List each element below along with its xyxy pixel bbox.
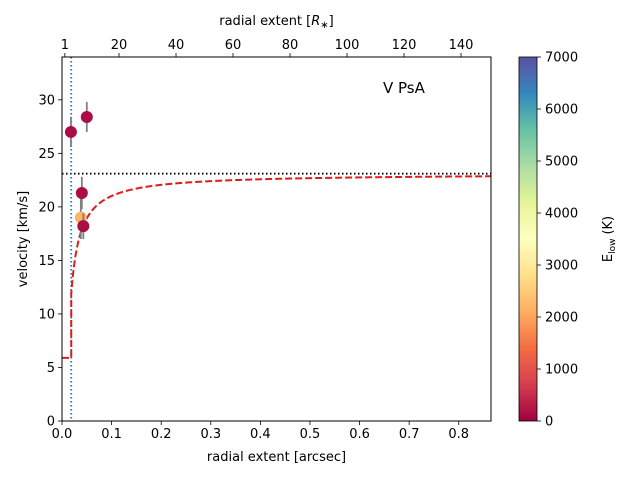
top-tick-label: 100 [335, 38, 360, 53]
x-tick-label: 0.5 [300, 427, 321, 442]
colorbar-tick-label: 6000 [545, 103, 578, 118]
top-axis-label-symbol: R [311, 14, 320, 29]
x-tick-label: 0.7 [399, 427, 420, 442]
colorbar-tick-label: 1000 [545, 363, 578, 378]
y-axis-ticks: 0 5 10 15 20 25 30 [38, 93, 62, 430]
top-tick-label: 120 [392, 38, 417, 53]
x-tick-label: 0.8 [448, 427, 469, 442]
x-tick-label: 0.6 [349, 427, 370, 442]
x-tick-label: 0.1 [101, 427, 122, 442]
y-tick-label: 20 [38, 200, 55, 215]
top-tick-label: 1 [61, 38, 69, 53]
colorbar-tick-label: 2000 [545, 311, 578, 326]
x-tick-label: 0.3 [200, 427, 221, 442]
model-velocity-curve [62, 175, 491, 359]
x-tick-label: 0.2 [151, 427, 172, 442]
x-axis-label: radial extent [arcsec] [207, 450, 346, 465]
top-axis-label-subscript: ∗ [320, 20, 328, 31]
top-axis-label: radial extent [R∗] [219, 14, 334, 31]
colorbar-ticks: 0 1000 2000 3000 4000 5000 6000 7000 [537, 51, 578, 430]
data-point [77, 220, 90, 233]
data-point [64, 125, 77, 138]
top-tick-label: 80 [282, 38, 299, 53]
x-tick-label: 0.4 [250, 427, 271, 442]
data-point [80, 110, 93, 123]
top-tick-label: 40 [168, 38, 185, 53]
top-axis-label-close: ] [329, 14, 334, 29]
top-axis-label-main: radial extent [ [219, 14, 311, 29]
colorbar-label-unit: (K) [601, 216, 616, 235]
top-tick-label: 20 [111, 38, 128, 53]
y-tick-label: 5 [47, 361, 55, 376]
top-tick-label: 60 [225, 38, 242, 53]
plot-background [62, 57, 491, 421]
data-points [64, 101, 93, 239]
data-point [75, 186, 88, 199]
y-tick-label: 10 [38, 307, 55, 322]
colorbar-tick-label: 5000 [545, 155, 578, 170]
colorbar [518, 56, 538, 422]
y-tick-label: 30 [38, 93, 55, 108]
top-axis-ticks: 1 20 40 60 80 100 120 140 [61, 38, 474, 57]
x-axis-ticks: 0.0 0.1 0.2 0.3 0.4 0.5 0.6 0.7 0.8 [52, 421, 469, 442]
y-tick-label: 25 [38, 147, 55, 162]
plot-frame [61, 56, 492, 422]
y-axis-label: velocity [km/s] [16, 191, 31, 287]
plot-content [62, 57, 491, 421]
colorbar-tick-label: 0 [545, 415, 553, 430]
x-tick-label: 0.0 [52, 427, 73, 442]
colorbar-tick-label: 7000 [545, 51, 578, 66]
y-tick-label: 15 [38, 254, 55, 269]
star-name-annotation: V PsA [383, 79, 426, 97]
colorbar-label: Elow (K) [601, 216, 618, 262]
colorbar-tick-label: 4000 [545, 207, 578, 222]
y-tick-label: 0 [47, 415, 55, 430]
top-tick-label: 140 [449, 38, 474, 53]
colorbar-label-main: E [601, 254, 616, 262]
colorbar-tick-label: 3000 [545, 259, 578, 274]
colorbar-label-subscript: low [608, 239, 618, 254]
